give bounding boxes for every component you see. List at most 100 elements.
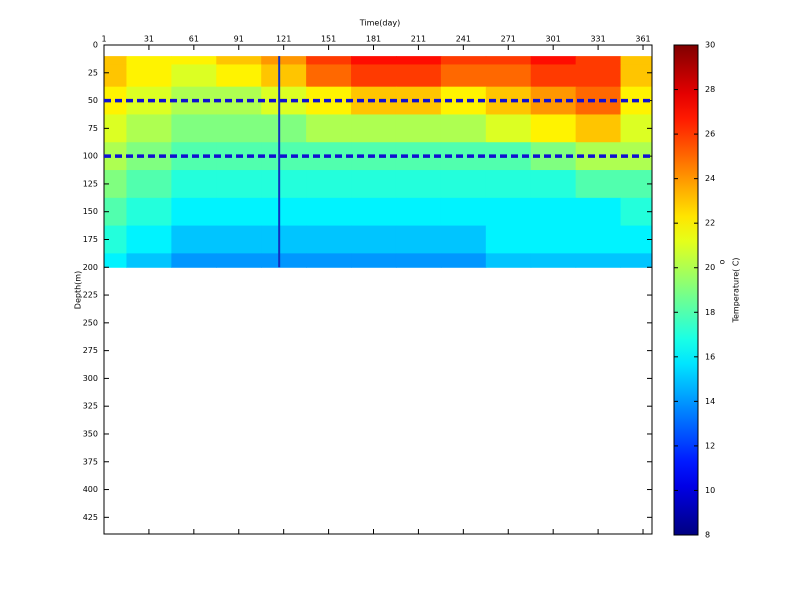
heatmap-cell <box>351 253 397 268</box>
heatmap-cell <box>351 225 397 254</box>
heatmap-cell <box>306 64 352 88</box>
heatmap-cell <box>104 253 127 268</box>
heatmap-cell <box>395 197 442 227</box>
heatmap-cell <box>395 56 442 65</box>
heatmap-cell <box>216 64 262 88</box>
heatmap-cell <box>306 170 352 199</box>
x-tick-label: 181 <box>366 35 381 44</box>
heatmap-cell <box>530 64 577 88</box>
heatmap-cell <box>575 253 622 268</box>
heatmap-cell <box>530 197 577 227</box>
heatmap-cell <box>126 253 172 268</box>
y-tick-label: 400 <box>83 485 98 494</box>
heatmap-cell <box>575 56 622 65</box>
heatmap-cell <box>351 64 397 88</box>
heatmap-cell <box>126 64 172 88</box>
heatmap-cell <box>171 64 217 88</box>
y-tick-label: 225 <box>83 291 98 300</box>
heatmap-cell <box>485 114 532 143</box>
colorbar-tick-label: 28 <box>705 85 715 94</box>
y-tick-label: 0 <box>93 41 98 50</box>
heatmap-cell <box>485 170 532 199</box>
heatmap-cell <box>104 197 127 227</box>
heatmap-cell <box>620 56 652 65</box>
heatmap-cell <box>104 56 127 65</box>
colorbar-tick-label: 18 <box>705 308 715 317</box>
x-tick-label: 361 <box>635 35 650 44</box>
heatmap-cell <box>620 253 652 268</box>
colorbar-tick-label: 20 <box>705 263 715 272</box>
heatmap-cell <box>216 114 262 143</box>
heatmap-cell <box>126 56 172 65</box>
heatmap-cell <box>126 114 172 143</box>
heatmap-cell <box>395 225 442 254</box>
heatmap-cell <box>485 64 532 88</box>
heatmap-cell <box>575 225 622 254</box>
heatmap-cell <box>485 253 532 268</box>
heatmap-cell <box>351 56 397 65</box>
heatmap-cell <box>440 197 487 227</box>
x-tick-label: 61 <box>189 35 199 44</box>
x-tick-label: 151 <box>321 35 336 44</box>
colorbar-tick-label: 16 <box>705 352 715 361</box>
y-tick-label: 250 <box>83 318 98 327</box>
heatmap-cell <box>530 170 577 199</box>
heatmap-cell <box>104 64 127 88</box>
heatmap-cell <box>575 170 622 199</box>
x-tick-label: 211 <box>411 35 426 44</box>
heatmap-cell <box>104 225 127 254</box>
x-tick-label: 271 <box>501 35 516 44</box>
heatmap-cell <box>351 170 397 199</box>
heatmap-cell <box>104 114 127 143</box>
heatmap-cell <box>171 56 217 65</box>
heatmap-cell <box>395 64 442 88</box>
heatmap-cell <box>440 64 487 88</box>
heatmap-cell <box>530 56 577 65</box>
x-tick-label: 1 <box>101 35 106 44</box>
colorbar-tick-label: 22 <box>705 219 715 228</box>
heatmap <box>104 56 652 268</box>
heatmap-cell <box>216 170 262 199</box>
heatmap-cell <box>351 197 397 227</box>
x-tick-label: 121 <box>276 35 291 44</box>
x-axis-label: Time(day) <box>359 19 401 28</box>
heatmap-cell <box>440 56 487 65</box>
y-tick-label: 375 <box>83 457 98 466</box>
heatmap-cell <box>261 197 307 227</box>
colorbar-tick-label: 24 <box>705 174 715 183</box>
heatmap-cell <box>530 253 577 268</box>
x-tick-label: 331 <box>590 35 605 44</box>
heatmap-cell <box>575 64 622 88</box>
colorbar-tick-label: 12 <box>705 441 715 450</box>
heatmap-cell <box>261 253 307 268</box>
y-tick-label: 25 <box>88 68 98 77</box>
heatmap-cell <box>620 114 652 143</box>
heatmap-cell <box>440 114 487 143</box>
colorbar-tick-label: 26 <box>705 130 715 139</box>
y-axis-label: Depth(m) <box>74 271 83 309</box>
x-tick-label: 241 <box>456 35 471 44</box>
y-tick-label: 100 <box>83 152 98 161</box>
heatmap-cell <box>440 170 487 199</box>
heatmap-cell <box>351 114 397 143</box>
heatmap-cell <box>485 56 532 65</box>
heatmap-cell <box>620 197 652 227</box>
x-tick-label: 31 <box>144 35 154 44</box>
heatmap-cell <box>485 197 532 227</box>
heatmap-cell <box>530 114 577 143</box>
heatmap-cell <box>440 225 487 254</box>
heatmap-cell <box>171 170 217 199</box>
heatmap-cell <box>171 253 217 268</box>
colorbar-label: Temperature( C) <box>732 257 741 323</box>
heatmap-cell <box>306 225 352 254</box>
heatmap-cell <box>126 225 172 254</box>
y-tick-label: 50 <box>88 96 98 105</box>
y-tick-label: 175 <box>83 235 98 244</box>
heatmap-cell <box>485 225 532 254</box>
heatmap-cell <box>171 225 217 254</box>
heatmap-cell <box>261 225 307 254</box>
x-tick-label: 91 <box>234 35 244 44</box>
colorbar-tick-label: 8 <box>705 531 710 540</box>
heatmap-cell <box>620 170 652 199</box>
heatmap-cell <box>620 225 652 254</box>
